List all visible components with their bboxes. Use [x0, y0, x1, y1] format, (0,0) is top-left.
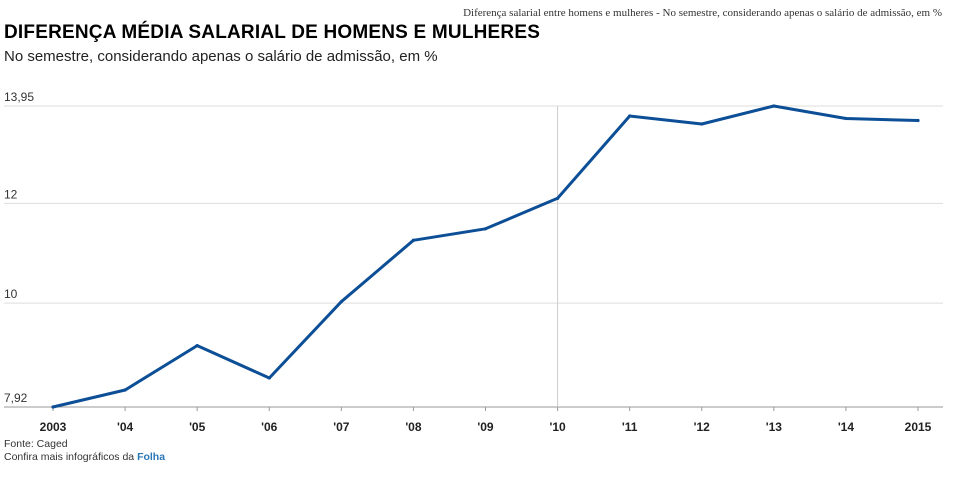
- x-axis: 2003 '04 '05 '06 '07 '08 '09 '10 '11 '12 '13 '14 201…: [40, 407, 932, 434]
- x-tick-label: '05: [189, 420, 206, 434]
- data-point[interactable]: [339, 300, 343, 304]
- data-point[interactable]: [844, 116, 848, 121]
- grid-lines: [4, 105, 943, 408]
- source-note: Fonte: Caged: [4, 438, 68, 450]
- x-tick-label: '13: [766, 420, 783, 434]
- data-point[interactable]: [700, 122, 704, 126]
- data-point[interactable]: [628, 114, 632, 118]
- y-tick-label: 13,95: [4, 90, 34, 104]
- x-tick-label: 2003: [40, 420, 67, 434]
- more-infographics-note: Confira mais infográficos da Folha: [4, 451, 165, 463]
- x-tick-label: '08: [405, 420, 422, 434]
- data-series: [51, 104, 920, 409]
- data-point[interactable]: [483, 227, 488, 231]
- x-tick-label: '09: [477, 420, 494, 434]
- data-point[interactable]: [195, 344, 199, 348]
- data-point[interactable]: [123, 388, 127, 392]
- y-tick-label: 7,92: [4, 391, 28, 405]
- more-infographics-text: Confira mais infográficos da: [4, 451, 138, 463]
- chart-subtitle: No semestre, considerando apenas o salár…: [4, 48, 438, 65]
- data-point[interactable]: [51, 405, 55, 409]
- x-tick-label: '04: [117, 420, 134, 434]
- x-tick-label: '11: [622, 420, 638, 434]
- series-line: [51, 104, 920, 409]
- x-tick-label: '07: [333, 420, 350, 434]
- chart-title: DIFERENÇA MÉDIA SALARIAL DE HOMENS E MUL…: [4, 22, 541, 43]
- y-tick-label: 10: [4, 287, 18, 301]
- data-point[interactable]: [267, 376, 271, 380]
- x-tick-label: '12: [694, 420, 711, 434]
- folha-link[interactable]: Folha: [137, 451, 166, 463]
- x-tick-label: 2015: [905, 420, 932, 434]
- data-point[interactable]: [772, 104, 776, 108]
- x-tick-label: '14: [838, 420, 855, 434]
- y-tick-label: 12: [4, 187, 18, 201]
- x-tick-label: '06: [261, 420, 278, 434]
- data-point[interactable]: [555, 196, 560, 200]
- data-point[interactable]: [411, 238, 416, 242]
- y-axis-labels: 13,95 12 10 7,92: [4, 90, 34, 405]
- data-point[interactable]: [916, 118, 920, 123]
- top-caption: Diferença salarial entre homens e mulher…: [463, 7, 942, 19]
- x-tick-label: '10: [549, 420, 566, 434]
